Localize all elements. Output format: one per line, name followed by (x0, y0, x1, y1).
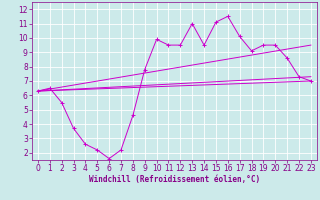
X-axis label: Windchill (Refroidissement éolien,°C): Windchill (Refroidissement éolien,°C) (89, 175, 260, 184)
